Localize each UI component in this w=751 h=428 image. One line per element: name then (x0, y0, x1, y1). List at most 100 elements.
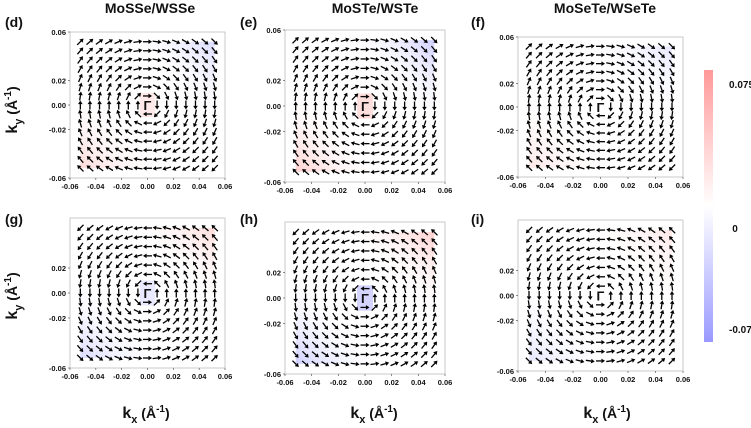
spin-arrow (201, 55, 207, 61)
spin-arrow-head (172, 225, 177, 230)
spin-arrow (421, 73, 426, 79)
spin-arrow (650, 119, 654, 126)
spin-arrow (311, 351, 317, 356)
spin-arrow (619, 266, 626, 271)
spin-arrow (606, 350, 612, 353)
spin-arrow-head (303, 307, 308, 312)
spin-arrow-head (671, 357, 676, 362)
spin-arrow (331, 67, 337, 72)
spin-arrow-head (136, 301, 142, 306)
spin-arrow (413, 139, 418, 145)
spin-arrow (201, 38, 207, 43)
spin-arrow-head (77, 109, 83, 114)
spin-arrow-head (640, 80, 645, 85)
spin-arrow-head (431, 125, 437, 130)
spin-arrow (589, 166, 595, 169)
spin-arrow-head (628, 107, 634, 112)
spin-arrow (123, 40, 130, 44)
spin-arrow (156, 157, 162, 161)
spin-arrow-head (105, 137, 111, 143)
spin-arrow-head (365, 333, 370, 338)
spin-arrow (423, 278, 427, 284)
spin-arrow-head (162, 139, 167, 144)
spin-arrow (165, 236, 172, 240)
spin-arrow (527, 157, 533, 163)
spin-arrow (586, 97, 592, 102)
spin-arrow-head (118, 347, 123, 352)
spin-arrow (175, 118, 180, 125)
spin-arrow-head (648, 140, 653, 146)
spin-arrow-head (587, 296, 593, 300)
spin-arrow-head (577, 285, 582, 291)
spin-arrow (555, 338, 561, 344)
spin-arrow (617, 313, 623, 318)
spin-arrow (152, 310, 159, 315)
spin-arrow-head (302, 149, 307, 154)
spin-arrow (134, 94, 140, 100)
spin-arrow-head (313, 325, 318, 331)
spin-arrow-head (640, 62, 645, 67)
spin-arrow (423, 92, 426, 98)
spin-arrow (525, 347, 531, 353)
spin-arrow (136, 263, 143, 267)
spin-arrow (123, 346, 130, 350)
spin-arrow-head (202, 243, 207, 248)
spin-arrow-head (182, 234, 187, 239)
spin-arrow (116, 297, 120, 304)
spin-arrow (606, 45, 612, 48)
spin-arrow (191, 338, 197, 344)
spin-arrow (184, 137, 190, 143)
spin-arrow-head (575, 147, 581, 153)
spin-arrow-head (192, 243, 197, 248)
spin-arrow (658, 59, 663, 65)
spin-arrow-head (172, 148, 177, 153)
y-tick-label: 0.06 (499, 33, 514, 42)
spin-arrow-head (393, 86, 398, 91)
spin-arrow-head (413, 332, 418, 337)
spin-arrow (89, 122, 92, 128)
spin-arrow-head (314, 46, 319, 51)
spin-arrow (568, 166, 575, 171)
spin-arrow-head (133, 253, 138, 259)
spin-arrow-head (156, 309, 162, 314)
spin-arrow (324, 170, 330, 175)
spin-arrow-head (331, 140, 336, 145)
spin-arrow (579, 158, 585, 162)
spin-arrow (525, 62, 531, 68)
spin-arrow-head (204, 345, 209, 350)
spin-arrow-head (133, 147, 138, 153)
spin-arrow-head (639, 98, 644, 103)
spin-arrow (136, 235, 143, 239)
spin-arrow-head (638, 124, 644, 129)
spin-arrow-head (391, 133, 396, 138)
spin-arrow (311, 57, 317, 63)
spin-arrow (626, 43, 633, 48)
spin-arrow (402, 92, 406, 98)
spin-arrow-head (628, 115, 634, 120)
spin-arrow (293, 321, 297, 328)
spin-arrow-head (627, 236, 632, 242)
spin-arrow-head (606, 255, 611, 261)
spin-arrow-head (669, 149, 674, 154)
spin-arrow (172, 329, 178, 334)
spin-arrow (165, 254, 172, 259)
spin-arrow-head (157, 39, 162, 45)
spin-arrow (649, 85, 653, 91)
spin-arrow-head (371, 285, 376, 290)
spin-arrow-head (421, 143, 426, 148)
spin-arrow (575, 339, 582, 344)
spin-arrow (155, 110, 161, 116)
spin-arrow-head (183, 270, 188, 275)
spin-arrow-head (433, 360, 438, 365)
spin-arrow-head (590, 78, 595, 83)
spin-arrow (324, 238, 330, 243)
spin-arrow (619, 139, 626, 143)
spin-arrow-head (381, 267, 386, 272)
spin-arrow-head (202, 279, 208, 284)
spin-arrow-head (322, 269, 327, 274)
spin-arrow-head (545, 228, 551, 233)
spin-arrow (659, 76, 663, 83)
spin-arrow (314, 265, 319, 271)
spin-arrow (301, 39, 307, 44)
spin-arrow-head (526, 305, 532, 310)
